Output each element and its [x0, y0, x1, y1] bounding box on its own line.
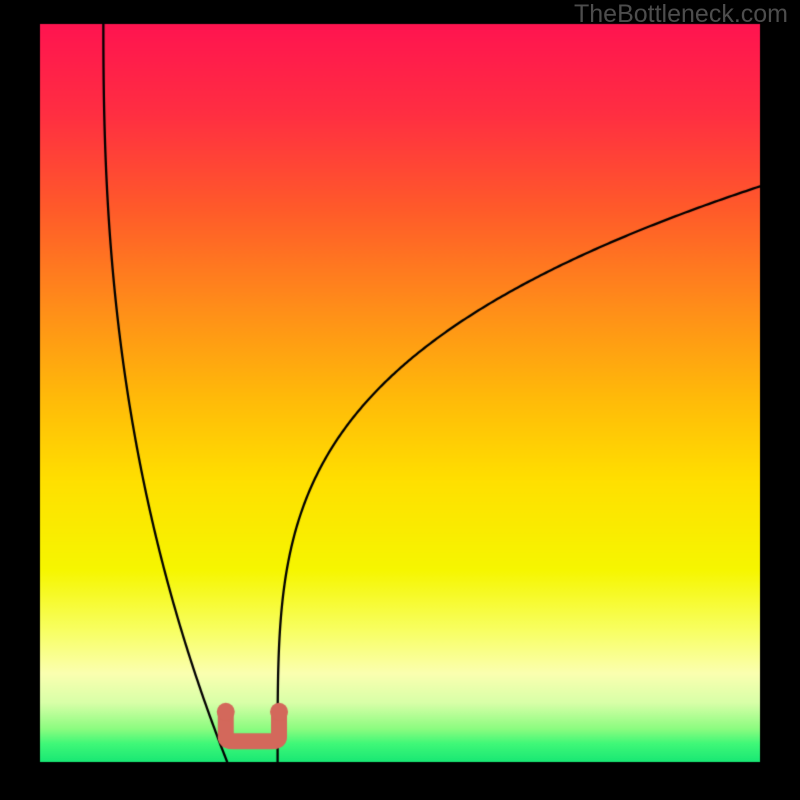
- watermark-text: TheBottleneck.com: [574, 0, 788, 29]
- bottleneck-chart-canvas: [0, 0, 800, 800]
- chart-container: TheBottleneck.com: [0, 0, 800, 800]
